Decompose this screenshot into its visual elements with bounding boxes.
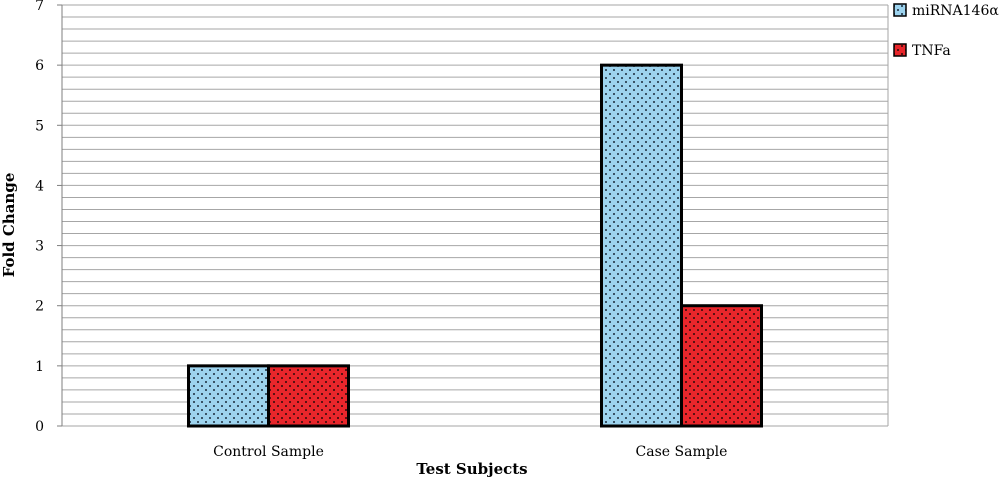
bar-tnfa-control <box>267 364 350 428</box>
legend-swatch <box>893 43 907 57</box>
bar-tnfa-case <box>680 304 763 428</box>
y-tick-label: 1 <box>35 359 44 375</box>
tick-labels: 0 1 2 3 4 5 6 7 Control Sample Case Sample <box>35 0 727 460</box>
legend-label: miRNA146α <box>912 3 999 19</box>
x-tick-label: Control Sample <box>213 444 324 460</box>
legend-label: TNFa <box>912 43 951 59</box>
y-axis-title: Fold Change <box>0 173 18 278</box>
y-tick-label: 7 <box>35 0 44 14</box>
y-tick-label: 3 <box>35 239 44 255</box>
bar-mirna146-case <box>600 63 683 428</box>
y-tick-label: 2 <box>35 299 44 315</box>
bar-mirna146-control <box>187 364 270 428</box>
gridlines <box>62 4 889 427</box>
y-tick-label: 5 <box>35 118 44 134</box>
y-axis <box>57 4 63 427</box>
legend: miRNA146α TNFa <box>893 3 999 59</box>
y-tick-label: 4 <box>35 178 44 194</box>
x-axis-title: Test Subjects <box>416 460 527 478</box>
y-tick-label: 6 <box>35 58 44 74</box>
legend-swatch <box>893 3 907 17</box>
x-tick-label: Case Sample <box>636 444 728 460</box>
bars <box>187 63 763 428</box>
y-tick-label: 0 <box>35 419 44 435</box>
